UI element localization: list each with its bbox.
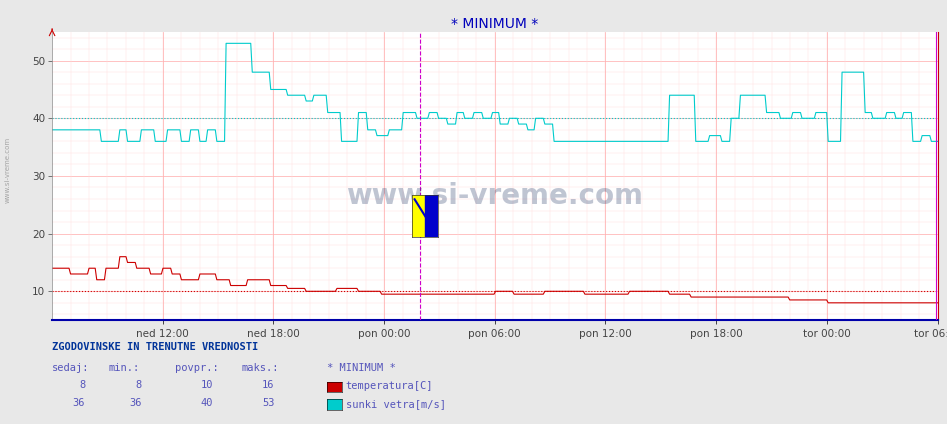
Text: 36: 36 xyxy=(130,398,142,408)
Bar xyxy=(412,195,425,237)
Text: ZGODOVINSKE IN TRENUTNE VREDNOSTI: ZGODOVINSKE IN TRENUTNE VREDNOSTI xyxy=(52,342,259,352)
Text: 10: 10 xyxy=(201,380,213,390)
Text: 53: 53 xyxy=(262,398,275,408)
Text: sedaj:: sedaj: xyxy=(52,363,90,373)
Text: www.si-vreme.com: www.si-vreme.com xyxy=(347,182,643,210)
Text: maks.:: maks.: xyxy=(241,363,279,373)
Text: 8: 8 xyxy=(79,380,85,390)
Bar xyxy=(425,195,438,237)
Text: temperatura[C]: temperatura[C] xyxy=(346,381,433,391)
Text: povpr.:: povpr.: xyxy=(175,363,219,373)
Text: 16: 16 xyxy=(262,380,275,390)
Title: * MINIMUM *: * MINIMUM * xyxy=(451,17,539,31)
Text: 8: 8 xyxy=(135,380,142,390)
Text: 36: 36 xyxy=(73,398,85,408)
Text: min.:: min.: xyxy=(109,363,140,373)
Text: 40: 40 xyxy=(201,398,213,408)
Text: * MINIMUM *: * MINIMUM * xyxy=(327,363,396,373)
Text: www.si-vreme.com: www.si-vreme.com xyxy=(5,137,10,203)
Text: sunki vetra[m/s]: sunki vetra[m/s] xyxy=(346,399,446,409)
